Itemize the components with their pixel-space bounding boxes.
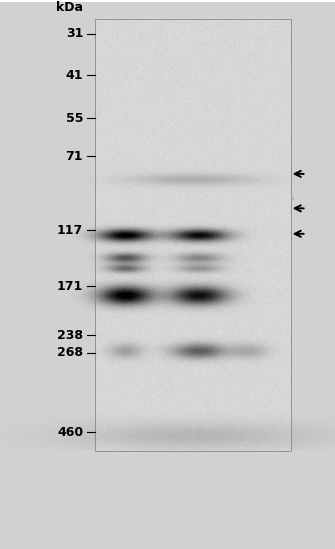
Text: 117: 117 (57, 223, 83, 237)
Text: 460: 460 (57, 426, 83, 439)
Text: 31: 31 (66, 27, 83, 40)
Text: 41: 41 (66, 69, 83, 82)
Bar (95, 19, 291, 451)
Text: 171: 171 (57, 279, 83, 293)
Text: 71: 71 (66, 150, 83, 163)
Text: ': ' (291, 196, 294, 206)
Text: kDa: kDa (56, 1, 83, 14)
Text: 268: 268 (57, 346, 83, 359)
Text: 55: 55 (66, 112, 83, 125)
Text: 238: 238 (57, 328, 83, 341)
